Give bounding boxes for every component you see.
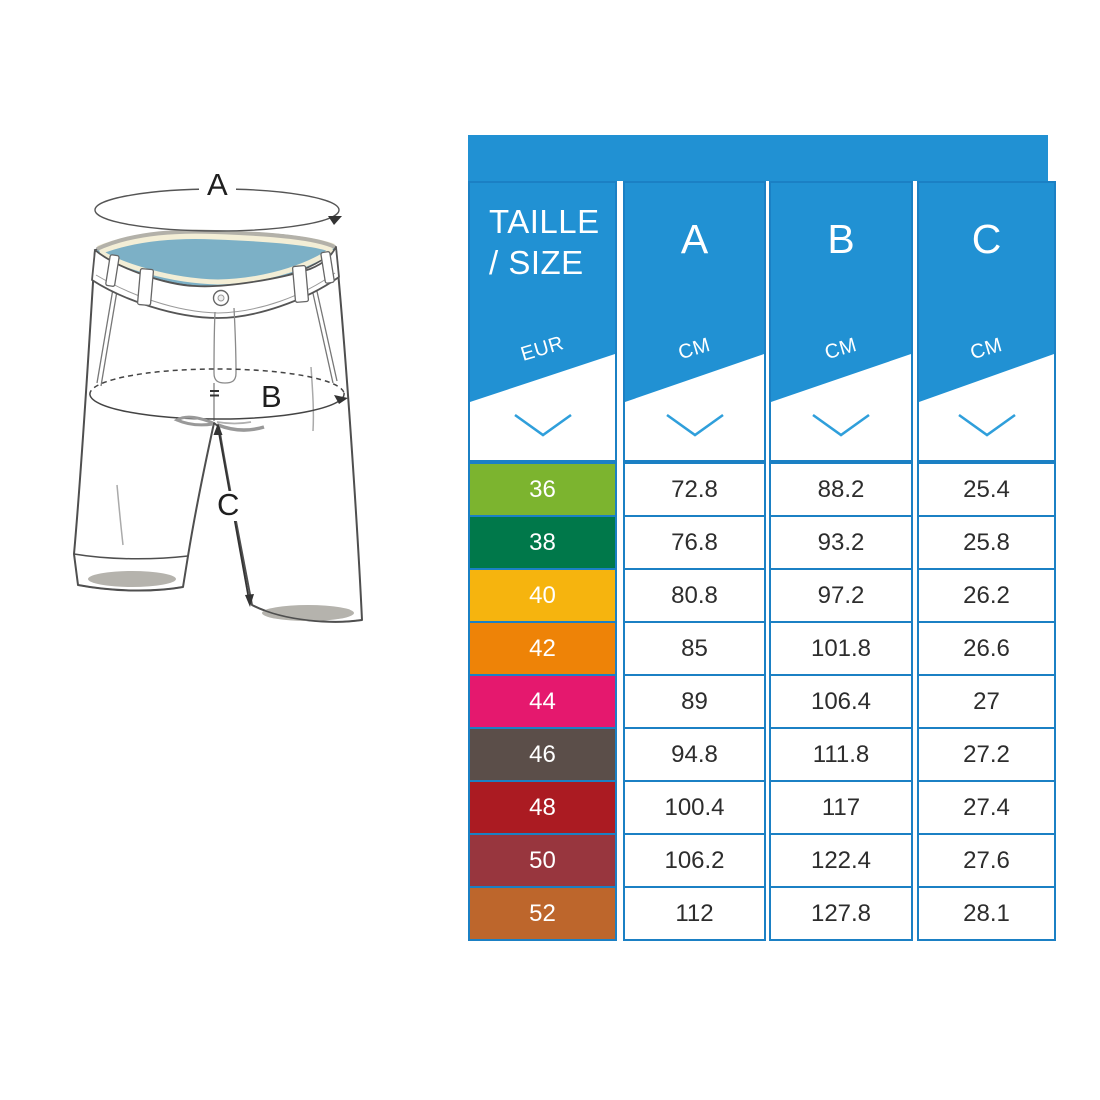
label-backing: [199, 169, 236, 197]
value-cell: 85: [623, 621, 766, 676]
left-cuff-bottom-line: [77, 584, 184, 592]
shorts-measurement-diagram: B C A: [73, 167, 363, 623]
value-cell: 101.8: [769, 621, 913, 676]
header-panel-c: C CM: [917, 181, 1056, 462]
waist-button-center: [217, 294, 225, 302]
inseam-arrow-top: [213, 423, 223, 435]
belt-loop: [320, 251, 335, 284]
value-cell: 26.6: [917, 621, 1056, 676]
header-panel-a: A CM: [623, 181, 766, 462]
drawstring-right-tail: [217, 423, 265, 432]
title-line-2: / SIZE: [489, 244, 584, 281]
value-cell: 89: [623, 674, 766, 729]
header-panel-b: B CM: [769, 181, 913, 462]
size-cell: 36: [468, 462, 617, 517]
value-cell: 88.2: [769, 462, 913, 517]
chevron-down-icon[interactable]: [513, 411, 573, 439]
value-cell: 117: [769, 780, 913, 835]
measure-label-a: A: [207, 167, 228, 202]
header-panel-size: TAILLE / SIZE EUR: [468, 181, 617, 462]
label-backing: [213, 491, 241, 521]
value-cell: 25.8: [917, 515, 1056, 570]
value-cell: 76.8: [623, 515, 766, 570]
value-cell: 127.8: [769, 886, 913, 941]
value-cell: 28.1: [917, 886, 1056, 941]
hip-measure-solid-arc: [89, 392, 345, 420]
measure-label-b: B: [261, 379, 282, 414]
belt-loop: [291, 264, 310, 303]
value-cell: 80.8: [623, 568, 766, 623]
value-cell: 106.2: [623, 833, 766, 888]
value-cell: 27.6: [917, 833, 1056, 888]
belt-loop: [136, 268, 155, 307]
chevron-down-icon[interactable]: [957, 411, 1017, 439]
value-cell: 27: [917, 674, 1056, 729]
chevron-down-icon[interactable]: [665, 411, 725, 439]
right-leg-crease: [310, 366, 315, 432]
size-cell: 42: [468, 621, 617, 676]
size-cell: 52: [468, 886, 617, 941]
size-table-title: TAILLE / SIZE: [489, 201, 600, 283]
inner-waistband-cream: [97, 230, 335, 255]
fly-seam: [213, 307, 237, 384]
left-hem-underside: [88, 571, 176, 587]
size-cell: 44: [468, 674, 617, 729]
fly-notch-marks: [210, 390, 219, 397]
left-leg-crease: [116, 484, 124, 546]
front-lining-cream: [98, 247, 334, 285]
value-cell: 27.2: [917, 727, 1056, 782]
value-cell: 26.2: [917, 568, 1056, 623]
drawstring-strand: [216, 421, 252, 425]
size-table-header-banner: [468, 135, 1048, 181]
right-hem-underside: [262, 605, 354, 621]
size-cell: 38: [468, 515, 617, 570]
size-cell: 48: [468, 780, 617, 835]
measure-label-c: C: [217, 487, 239, 522]
value-cell: 72.8: [623, 462, 766, 517]
size-cell: 40: [468, 568, 617, 623]
size-cell: 50: [468, 833, 617, 888]
back-rim-shading: [96, 229, 336, 251]
waist-measure-arrowhead: [328, 216, 342, 225]
left-cuff-top-line: [73, 553, 189, 560]
hip-measure-dashed-arc: [89, 368, 345, 396]
value-cell: 27.4: [917, 780, 1056, 835]
column-letter-b: B: [827, 216, 855, 262]
value-cell: 94.8: [623, 727, 766, 782]
value-cell: 97.2: [769, 568, 913, 623]
value-cell: 25.4: [917, 462, 1056, 517]
size-column: 36 38 40 42 44 46 48 50 52: [468, 462, 617, 941]
value-cell: 112: [623, 886, 766, 941]
column-letter-a: A: [680, 216, 709, 262]
right-hem-line: [251, 604, 363, 623]
belt-loop: [105, 254, 120, 287]
measure-a-column: 72.8 76.8 80.8 85 89 94.8 100.4 106.2 11…: [623, 462, 766, 941]
title-line-1: TAILLE: [489, 203, 600, 240]
hip-measure-arrowhead: [334, 395, 348, 404]
chevron-down-icon[interactable]: [811, 411, 871, 439]
inseam-arrow-bottom: [245, 594, 254, 607]
column-letter-c: C: [971, 216, 1002, 262]
value-cell: 93.2: [769, 515, 913, 570]
value-cell: 111.8: [769, 727, 913, 782]
waistband: [91, 246, 340, 319]
value-cell: 100.4: [623, 780, 766, 835]
size-cell: 46: [468, 727, 617, 782]
drawstring-left-loop: [173, 415, 214, 427]
value-cell: 106.4: [769, 674, 913, 729]
value-cell: 122.4: [769, 833, 913, 888]
measure-b-column: 88.2 93.2 97.2 101.8 106.4 111.8 117 122…: [769, 462, 913, 941]
measure-c-column: 25.4 25.8 26.2 26.6 27 27.2 27.4 27.6 28…: [917, 462, 1056, 941]
